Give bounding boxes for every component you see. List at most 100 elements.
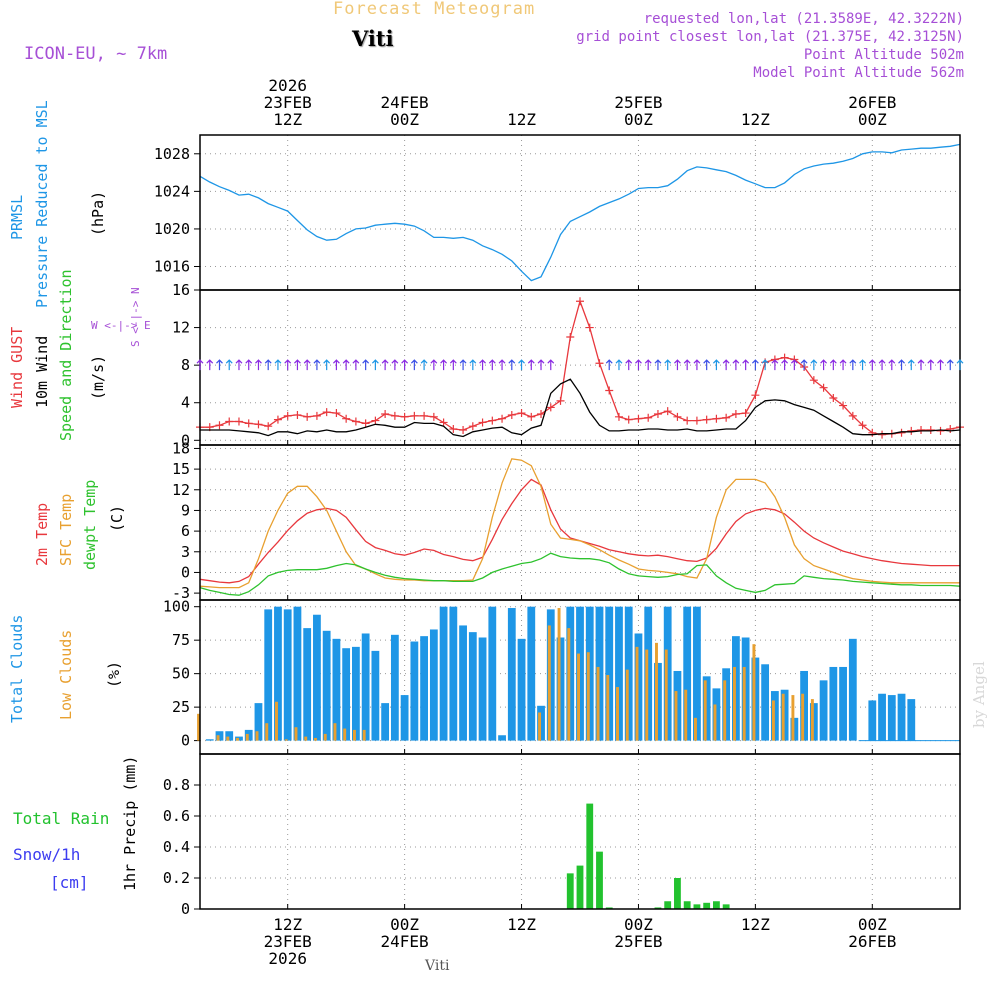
wind-arrow-icon	[703, 359, 711, 371]
gust-marker	[234, 417, 243, 426]
wind-arrow-icon	[771, 359, 779, 371]
rain-bar	[586, 803, 594, 909]
cloud-total-bar	[332, 638, 341, 741]
top-time-label: 12Z	[507, 110, 536, 129]
wind-arrow-icon	[440, 359, 448, 371]
gust-marker	[702, 415, 711, 424]
cloud-total-bar	[868, 700, 877, 741]
cloud-low-bar	[352, 729, 356, 741]
cloud-total-bar	[615, 606, 623, 741]
gust-marker	[731, 410, 740, 418]
grid-lonlat: grid point closest lon,lat (21.375E, 42.…	[576, 29, 964, 45]
wind-arrow-icon	[342, 359, 350, 371]
panel-frame	[199, 753, 961, 910]
cloud-total-bar	[400, 695, 409, 741]
wind-arrow-icon	[420, 359, 428, 371]
wind-arrow-icon	[888, 359, 896, 371]
cloud-low-bar	[538, 712, 542, 741]
cloud-low-bar	[197, 713, 200, 741]
cloud-low-bar	[664, 649, 668, 741]
gust-marker	[283, 411, 292, 420]
gust-marker	[390, 411, 399, 420]
gust-marker	[322, 408, 331, 417]
gust-marker	[517, 409, 526, 418]
gust-marker	[809, 376, 818, 385]
wind-arrow-icon	[498, 359, 506, 371]
chart-title: Forecast Meteogram	[333, 0, 536, 19]
cloud-low-bar	[362, 729, 366, 741]
cloud-total-bar	[829, 666, 838, 741]
gust-marker	[829, 394, 838, 403]
gust-marker	[420, 411, 429, 420]
wind-arrow-icon	[810, 359, 818, 371]
wind-arrow-icon	[449, 359, 457, 371]
wind-arrow-icon	[674, 359, 681, 371]
cloud-low-bar	[236, 737, 239, 741]
bottom-time-label: 00Z 25FEB	[614, 915, 663, 951]
y-tick-label: 12	[172, 481, 190, 499]
gust-marker	[576, 297, 584, 306]
wind-arrow-icon	[430, 359, 438, 371]
cloud-low-bar	[781, 693, 785, 741]
bottom-time-label: 12Z 23FEB 2026	[263, 915, 312, 968]
cloud-low-bar	[625, 669, 629, 741]
cloud-total-bar	[478, 637, 487, 741]
gust-marker	[546, 403, 555, 412]
gust-marker	[361, 419, 370, 428]
cloud-total-bar	[449, 606, 458, 741]
cloud-low-bar	[596, 666, 600, 741]
wind-arrow-icon	[206, 359, 214, 371]
y-tick-label: 0	[181, 900, 190, 918]
rain-bar	[566, 873, 574, 909]
wind-arrow-icon	[820, 359, 828, 371]
cloud-low-bar	[577, 653, 580, 741]
gust-marker	[371, 416, 380, 425]
gust-marker	[936, 426, 945, 435]
cloud-total-bar	[839, 666, 847, 741]
rain-bar	[605, 907, 613, 909]
bottom-time-label: 12Z	[507, 915, 536, 934]
cloud-total-bar	[527, 606, 536, 741]
cloud-low-bar	[635, 646, 639, 741]
wind-arrow-icon	[927, 359, 935, 371]
cloud-low-bar	[255, 731, 259, 741]
wind-arrow-icon	[245, 359, 253, 371]
wind-arrow-icon	[381, 359, 389, 371]
cloud-total-bar	[322, 630, 331, 741]
wind-arrow-icon	[391, 359, 399, 371]
cloud-total-bar	[429, 629, 438, 741]
cloud-low-bar	[801, 693, 805, 741]
gust-marker	[498, 414, 507, 423]
series-line-sfc-temp	[199, 458, 960, 589]
gust-marker	[332, 409, 341, 418]
y-tick-label: 0	[181, 431, 190, 449]
rain-bar	[576, 865, 584, 909]
y-tick-label: 75	[172, 631, 190, 649]
wind-arrow-icon	[644, 359, 652, 371]
wind-arrow-icon	[401, 359, 409, 371]
cloud-low-bar	[226, 736, 230, 741]
gust-marker	[468, 422, 477, 431]
top-time-label: 24FEB 00Z	[380, 93, 429, 129]
cloud-total-bar	[352, 646, 360, 741]
gust-marker	[653, 410, 662, 418]
wind-arrow-icon	[605, 359, 613, 371]
cloud-total-bar	[683, 606, 692, 741]
y-tick-label: 4	[181, 394, 190, 412]
y-tick-label: 0.6	[163, 807, 190, 825]
top-time-label: 2026 23FEB 12Z	[263, 76, 312, 129]
gust-marker	[634, 414, 643, 423]
y-tick-label: 100	[163, 598, 190, 616]
wind-arrow-icon	[712, 359, 720, 371]
gust-marker	[946, 425, 955, 434]
series-line-dewpt-temp	[199, 552, 961, 596]
cloud-total-bar	[907, 699, 916, 741]
gust-marker	[819, 383, 828, 392]
wind-arrow-icon	[693, 359, 701, 371]
top-time-label: 26FEB 00Z	[848, 93, 897, 129]
wind-arrow-icon	[294, 359, 301, 371]
rain-bar	[703, 902, 711, 909]
gust-marker	[303, 412, 312, 421]
wind-arrow-icon	[284, 359, 292, 371]
